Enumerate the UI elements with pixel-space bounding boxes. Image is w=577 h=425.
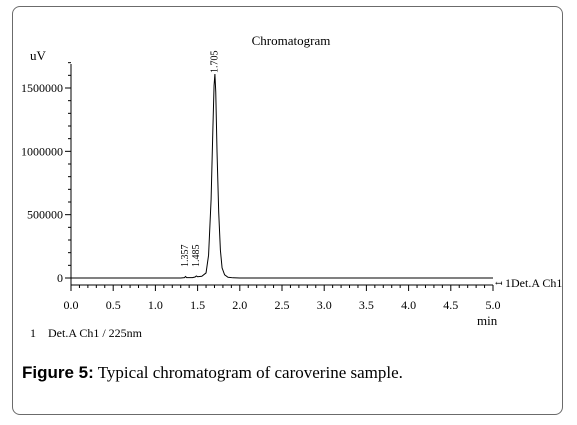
y-tick-label: 500000 — [27, 208, 63, 222]
x-tick-label: 4.0 — [401, 298, 416, 312]
y-tick-label: 1500000 — [21, 81, 63, 95]
series-end-marker: ↤ — [495, 278, 503, 288]
peak-labels: 1.357 1.485 1.705 — [180, 51, 220, 268]
labels-layer: 0.0 0.5 1.0 1.5 2.0 2.5 3.0 3.5 4.0 4.5 5.0 0 500000… — [21, 81, 501, 312]
caption-label: Figure 5: — [22, 363, 94, 382]
caption-text: Typical chromatogram of caroverine sampl… — [93, 363, 403, 382]
x-axis-label: min — [477, 313, 498, 328]
figure-frame — [12, 6, 563, 415]
y-tick-label: 1000000 — [21, 144, 63, 158]
x-tick-label: 2.5 — [275, 298, 290, 312]
peak-label: 1.485 — [191, 245, 202, 268]
x-tick-label: 2.0 — [232, 298, 247, 312]
figure-caption: Figure 5: Typical chromatogram of carove… — [22, 363, 403, 383]
x-tick-label: 4.5 — [443, 298, 458, 312]
x-tick-label: 3.0 — [317, 298, 332, 312]
ticks-layer — [65, 62, 494, 291]
plot-area: 0.0 0.5 1.0 1.5 2.0 2.5 3.0 3.5 4.0 4.5 5.0 0 500000… — [21, 51, 501, 313]
peak-label: 1.705 — [209, 51, 220, 74]
x-tick-label: 0.0 — [64, 298, 79, 312]
x-tick-label: 1.5 — [190, 298, 205, 312]
peak-label: 1.357 — [180, 245, 191, 268]
y-tick-label: 0 — [57, 271, 63, 285]
y-axis-label: uV — [30, 48, 47, 63]
x-tick-label: 5.0 — [486, 298, 501, 312]
legend-detector: 1 Det.A Ch1 / 225nm — [30, 326, 143, 340]
x-tick-label: 0.5 — [106, 298, 121, 312]
x-tick-label: 1.0 — [148, 298, 163, 312]
x-tick-label: 3.5 — [359, 298, 374, 312]
chart-title: Chromatogram — [252, 33, 331, 48]
series-end-label: 1Det.A Ch1 — [505, 276, 562, 290]
series-line — [71, 74, 493, 279]
